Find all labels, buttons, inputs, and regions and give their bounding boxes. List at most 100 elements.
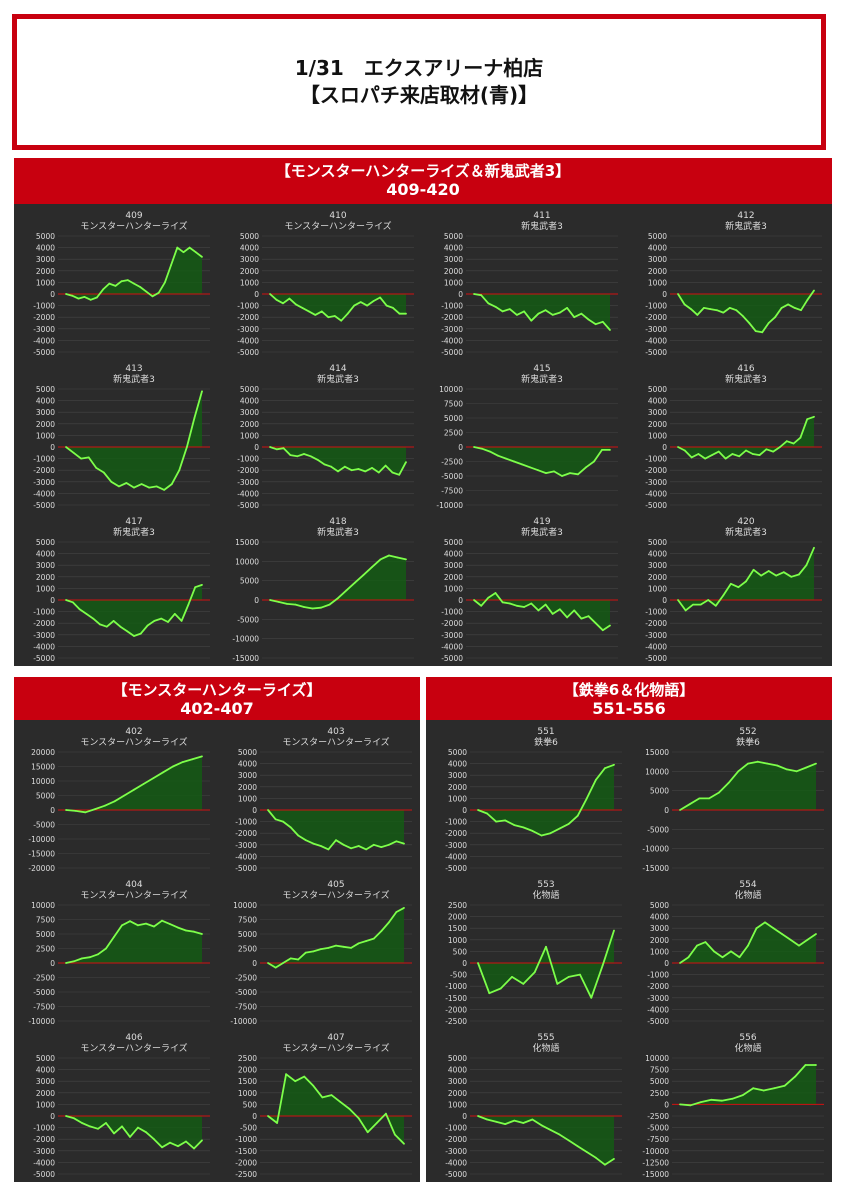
data-point <box>364 470 367 473</box>
data-point <box>696 944 698 947</box>
y-tick-label: -3000 <box>645 631 667 640</box>
data-point <box>601 964 604 967</box>
chart-406: 406 モンスターハンターライズ 5000 4000 3000 2000 1000 0 -100… <box>16 1030 216 1180</box>
y-tick-label: -3000 <box>645 325 667 334</box>
data-point <box>185 929 187 932</box>
y-tick-label: -1000 <box>645 455 667 464</box>
data-point <box>177 1145 179 1148</box>
data-point <box>473 293 475 295</box>
y-tick-label: -3000 <box>33 478 55 487</box>
data-point <box>405 558 407 561</box>
data-point <box>516 604 518 607</box>
data-point <box>77 297 80 300</box>
data-point <box>747 944 749 947</box>
y-tick-label: -4000 <box>645 489 667 498</box>
section-title-tekken: 【鉄拳6＆化物語】 551-556 <box>426 677 832 720</box>
data-point <box>294 1080 297 1083</box>
chart-subtitle: 化物語 <box>734 889 761 901</box>
data-point <box>359 301 362 303</box>
data-point <box>126 279 129 281</box>
data-point <box>697 453 700 455</box>
data-point <box>799 436 802 439</box>
data-point <box>274 818 277 821</box>
chart-416: 416 新鬼武者3 5000 4000 3000 2000 1000 0 -1000 -2000 -… <box>628 361 828 511</box>
area-fill <box>270 555 406 609</box>
data-point <box>163 489 166 491</box>
y-tick-label: 4000 <box>650 913 669 922</box>
y-tick-label: 2000 <box>444 573 463 582</box>
data-point <box>711 454 713 456</box>
y-tick-label: 5000 <box>36 385 55 394</box>
y-tick-label: -10000 <box>642 1147 669 1156</box>
y-tick-label: 20000 <box>31 748 55 757</box>
y-tick-label: 3000 <box>648 408 667 417</box>
report-header: 1/31 エクスアリーナ柏店 【スロパチ来店取材(青)】 <box>12 14 826 150</box>
data-point <box>321 1096 324 1099</box>
data-point <box>371 467 373 469</box>
data-point <box>269 446 271 448</box>
data-point <box>405 461 407 463</box>
data-point <box>559 311 561 314</box>
y-tick-label: -2000 <box>235 1158 257 1167</box>
y-tick-label: 4000 <box>240 397 259 406</box>
data-point <box>177 926 179 929</box>
y-tick-label: -5000 <box>647 825 669 834</box>
y-tick-label: -15000 <box>232 654 259 663</box>
data-point <box>804 1064 807 1066</box>
y-tick-label: -5000 <box>445 864 467 873</box>
area-fill <box>268 1074 404 1144</box>
data-point <box>495 820 497 823</box>
y-tick-label: 3000 <box>448 771 467 780</box>
data-point <box>703 307 705 309</box>
data-point <box>679 809 681 811</box>
data-point <box>191 758 194 761</box>
data-point <box>193 930 195 933</box>
chart-subtitle: 新鬼武者3 <box>521 220 563 232</box>
y-tick-label: 4000 <box>36 244 55 253</box>
data-point <box>73 1117 75 1120</box>
data-point <box>380 930 383 932</box>
data-point <box>327 848 330 851</box>
data-point <box>558 1133 561 1136</box>
data-point <box>275 298 278 301</box>
data-point <box>782 571 785 574</box>
y-tick-label: 1000 <box>238 1089 257 1098</box>
y-tick-label: 4000 <box>648 244 667 253</box>
data-point <box>594 622 597 625</box>
data-point <box>133 788 135 791</box>
y-tick-label: 1000 <box>648 584 667 593</box>
y-tick-label: 10000 <box>31 901 55 910</box>
data-point <box>545 472 547 474</box>
section-title-main-range: 409-420 <box>386 180 460 199</box>
series-line <box>473 293 611 331</box>
chart-subtitle: モンスターハンターライズ <box>282 889 389 901</box>
chart-417: 417 新鬼武者3 5000 4000 3000 2000 1000 0 -1000 -2000 -… <box>16 514 216 664</box>
data-point <box>148 486 151 489</box>
y-tick-label: -2000 <box>441 619 463 628</box>
data-point <box>153 1138 155 1141</box>
data-point <box>576 814 579 817</box>
data-point <box>489 450 491 453</box>
data-point <box>104 804 106 807</box>
data-point <box>713 950 715 953</box>
data-point <box>97 1127 99 1130</box>
data-point <box>312 1084 315 1087</box>
data-point <box>480 294 483 297</box>
y-tick-label: 3000 <box>36 408 55 417</box>
y-tick-label: 4000 <box>240 244 259 253</box>
data-point <box>762 1089 765 1092</box>
chart-407: 407 モンスターハンターライズ 2500 2000 1500 1000 500 0 -500 -… <box>218 1030 418 1180</box>
chart-title: 416 <box>737 364 754 374</box>
y-tick-label: 0 <box>50 1112 55 1121</box>
data-point <box>677 446 679 448</box>
y-tick-label: 3000 <box>36 561 55 570</box>
y-tick-label: 5000 <box>36 930 55 939</box>
y-tick-label: -1000 <box>445 982 467 991</box>
data-point <box>403 907 405 909</box>
data-point <box>151 295 154 298</box>
section-title-mhr-range: 402-407 <box>180 699 254 718</box>
data-point <box>303 606 305 608</box>
data-point <box>167 621 169 623</box>
y-tick-label: 0 <box>662 290 667 299</box>
y-tick-label: 500 <box>453 947 468 956</box>
